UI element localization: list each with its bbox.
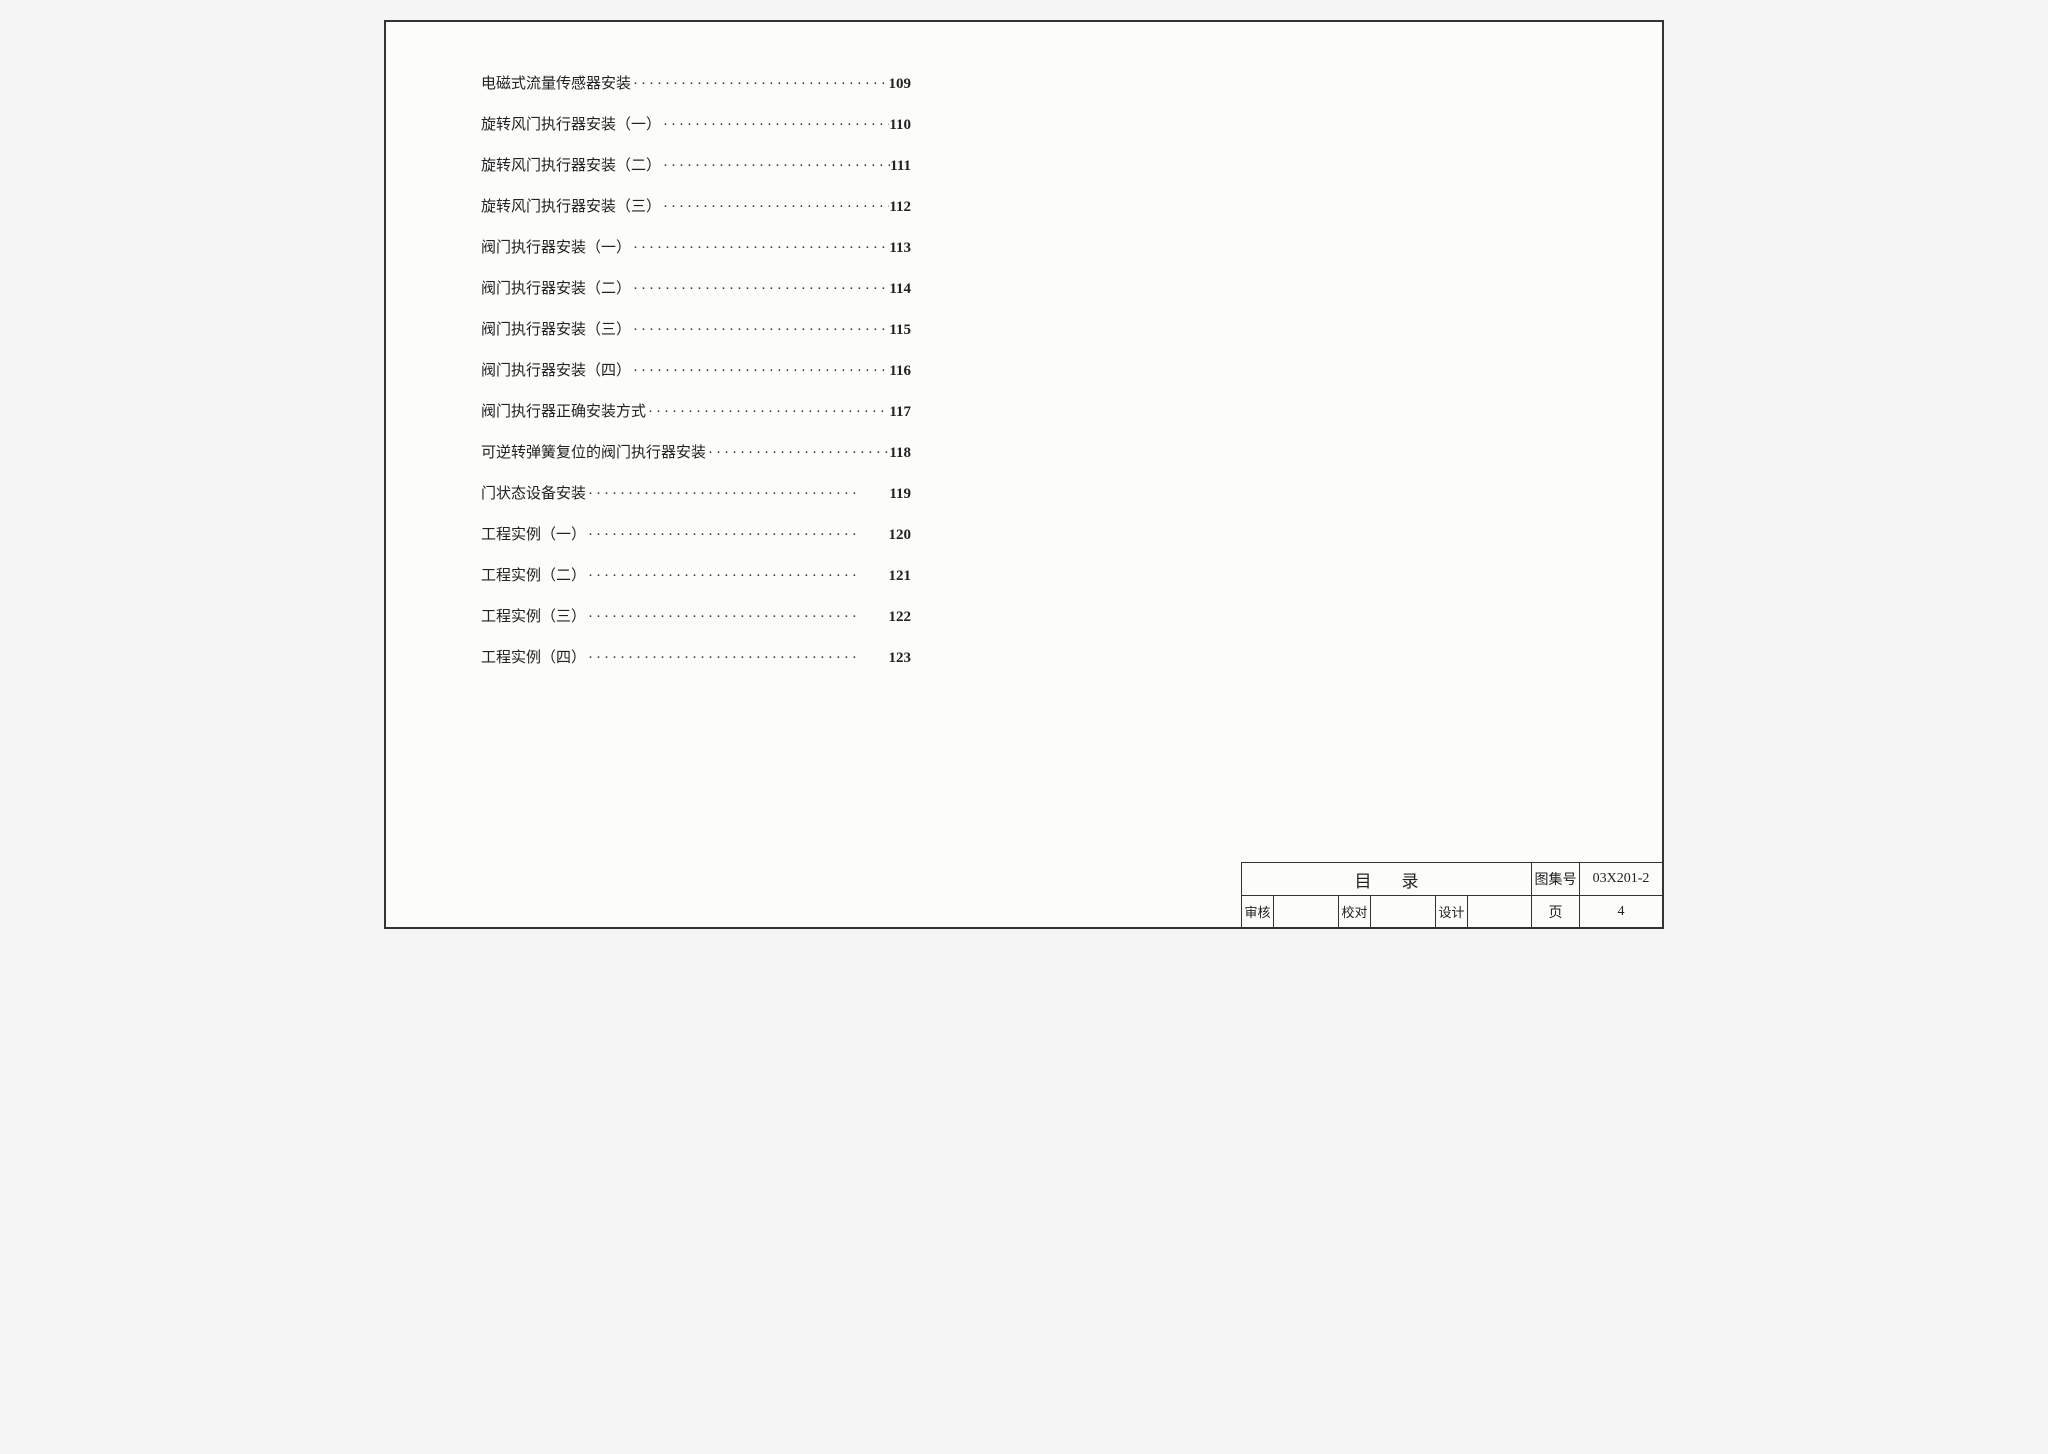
toc-entry-title: 工程实例（四） [481,646,586,667]
review-label: 审核 [1242,896,1274,927]
toc-entry-dots: ·································· [586,568,888,585]
toc-entry-page: 120 [889,527,912,544]
toc-entry-page: 122 [889,609,912,626]
toc-entry-title: 阀门执行器安装（二） [481,277,631,298]
toc-entry-dots: ·································· [586,609,888,626]
toc-entry: 可逆转弹簧复位的阀门执行器安装·························… [481,441,911,462]
toc-entry-dots: ·································· [586,650,888,667]
toc-entry-dots: ·································· [631,281,889,298]
toc-entry-page: 119 [889,486,911,503]
toc-entry-page: 113 [889,240,911,257]
toc-entry-page: 123 [889,650,912,667]
toc-entry: 门状态设备安装·································… [481,482,911,503]
toc-entry-dots: ·································· [706,445,889,462]
drawing-code-label: 图集号 [1532,863,1580,895]
toc-entry: 阀门执行器安装（二）······························… [481,277,911,298]
toc-entry-page: 110 [889,117,911,134]
toc-entry-dots: ·································· [661,117,889,134]
toc-entry-title: 阀门执行器安装（四） [481,359,631,380]
page-label: 页 [1532,896,1580,927]
toc-entry-page: 114 [889,281,911,298]
review-signature [1274,896,1339,927]
page-value: 4 [1580,896,1662,927]
toc-entry-page: 111 [890,158,911,175]
design-label: 设计 [1436,896,1468,927]
toc-entry-dots: ·································· [646,404,889,421]
toc-entry: 旋转风门执行器安装（三）····························… [481,195,911,216]
toc-entry-dots: ·································· [586,527,888,544]
toc-entry-page: 116 [889,363,911,380]
document-page: 电磁式流量传感器安装······························… [384,20,1664,929]
toc-entry-dots: ·································· [661,158,890,175]
toc-entry-page: 112 [889,199,911,216]
toc-entry-title: 阀门执行器安装（一） [481,236,631,257]
toc-entry-title: 可逆转弹簧复位的阀门执行器安装 [481,441,706,462]
toc-entry: 阀门执行器安装（四）······························… [481,359,911,380]
toc-entry: 工程实例（三）·································… [481,605,911,626]
table-of-contents: 电磁式流量传感器安装······························… [481,72,911,667]
check-label: 校对 [1339,896,1371,927]
toc-entry-title: 阀门执行器安装（三） [481,318,631,339]
toc-entry-page: 121 [889,568,912,585]
toc-entry-dots: ·································· [631,322,889,339]
check-signature [1371,896,1436,927]
drawing-code-value: 03X201-2 [1580,863,1662,895]
toc-entry-dots: ·································· [631,76,888,93]
toc-entry: 电磁式流量传感器安装······························… [481,72,911,93]
title-block: 目录 图集号 03X201-2 审核 校对 设计 页 4 [1241,862,1662,927]
toc-entry-title: 工程实例（三） [481,605,586,626]
toc-entry-dots: ·································· [631,240,889,257]
toc-entry-title: 旋转风门执行器安装（二） [481,154,661,175]
toc-entry-title: 电磁式流量传感器安装 [481,72,631,93]
toc-entry: 旋转风门执行器安装（一）····························… [481,113,911,134]
toc-entry: 工程实例（四）·································… [481,646,911,667]
toc-entry-page: 118 [889,445,911,462]
toc-entry-dots: ·································· [631,363,889,380]
toc-entry: 阀门执行器安装（三）······························… [481,318,911,339]
toc-entry-title: 门状态设备安装 [481,482,586,503]
toc-entry-title: 旋转风门执行器安装（三） [481,195,661,216]
title-block-row-1: 目录 图集号 03X201-2 [1242,863,1662,895]
toc-entry: 工程实例（一）·································… [481,523,911,544]
toc-entry-page: 115 [889,322,911,339]
toc-entry: 旋转风门执行器安装（二）····························… [481,154,911,175]
toc-entry-title: 阀门执行器正确安装方式 [481,400,646,421]
toc-entry-dots: ·································· [586,486,889,503]
design-signature [1468,896,1532,927]
toc-entry: 工程实例（二）·································… [481,564,911,585]
title-block-row-2: 审核 校对 设计 页 4 [1242,895,1662,927]
toc-entry-title: 工程实例（二） [481,564,586,585]
toc-entry: 阀门执行器安装（一）······························… [481,236,911,257]
toc-entry-title: 旋转风门执行器安装（一） [481,113,661,134]
toc-entry-page: 109 [889,76,912,93]
title-block-title: 目录 [1242,863,1532,895]
toc-entry-page: 117 [889,404,911,421]
toc-entry-dots: ·································· [661,199,889,216]
toc-entry: 阀门执行器正确安装方式·····························… [481,400,911,421]
toc-entry-title: 工程实例（一） [481,523,586,544]
